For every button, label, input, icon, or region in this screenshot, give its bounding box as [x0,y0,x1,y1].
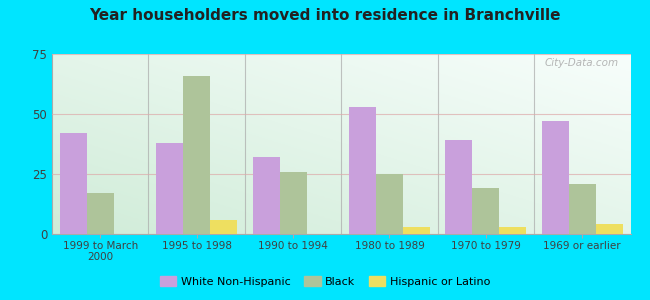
Bar [253,157,280,234]
Bar [210,220,237,234]
Bar [499,227,526,234]
Bar [542,121,569,234]
Bar [376,174,403,234]
Bar [569,184,596,234]
Bar [86,193,114,234]
Bar [183,76,210,234]
Bar [156,143,183,234]
Bar [445,140,473,234]
Bar [473,188,499,234]
Bar [349,107,376,234]
Bar [280,172,307,234]
Text: Year householders moved into residence in Branchville: Year householders moved into residence i… [89,8,561,22]
Bar [596,224,623,234]
Bar [60,133,86,234]
Bar [403,227,430,234]
Text: City-Data.com: City-Data.com [545,58,619,68]
Legend: White Non-Hispanic, Black, Hispanic or Latino: White Non-Hispanic, Black, Hispanic or L… [155,272,495,291]
